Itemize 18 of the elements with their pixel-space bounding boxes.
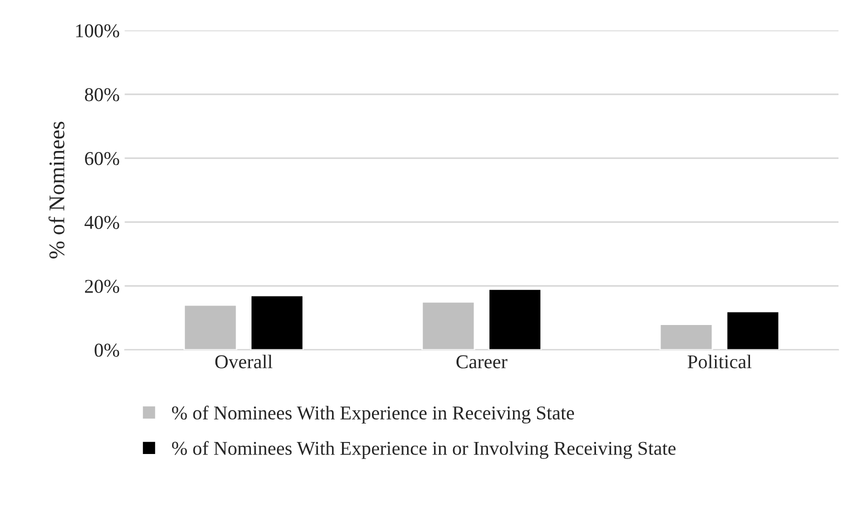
y-tick-label: 0% (94, 344, 120, 357)
bar (421, 301, 476, 350)
bar (183, 304, 238, 350)
y-tick-label: 20% (85, 280, 120, 293)
legend-label: % of Nominees With Experience in Receiving State (172, 406, 574, 424)
bar (488, 288, 542, 350)
bar (659, 324, 714, 350)
bar (726, 310, 780, 350)
bar (250, 294, 304, 350)
x-tick-label: Career (456, 355, 508, 368)
y-tick-label: 100% (76, 24, 120, 38)
y-tick-label: 60% (85, 152, 120, 166)
y-axis-title: % of Nominees (48, 122, 64, 258)
y-tick-label: 80% (84, 88, 120, 102)
legend-label: % of Nominees With Experience in or Involving Receiving State (172, 441, 676, 459)
y-tick-label: 40% (84, 216, 120, 230)
x-tick-label: Overall (215, 354, 272, 368)
x-tick-label: Political (688, 354, 752, 368)
